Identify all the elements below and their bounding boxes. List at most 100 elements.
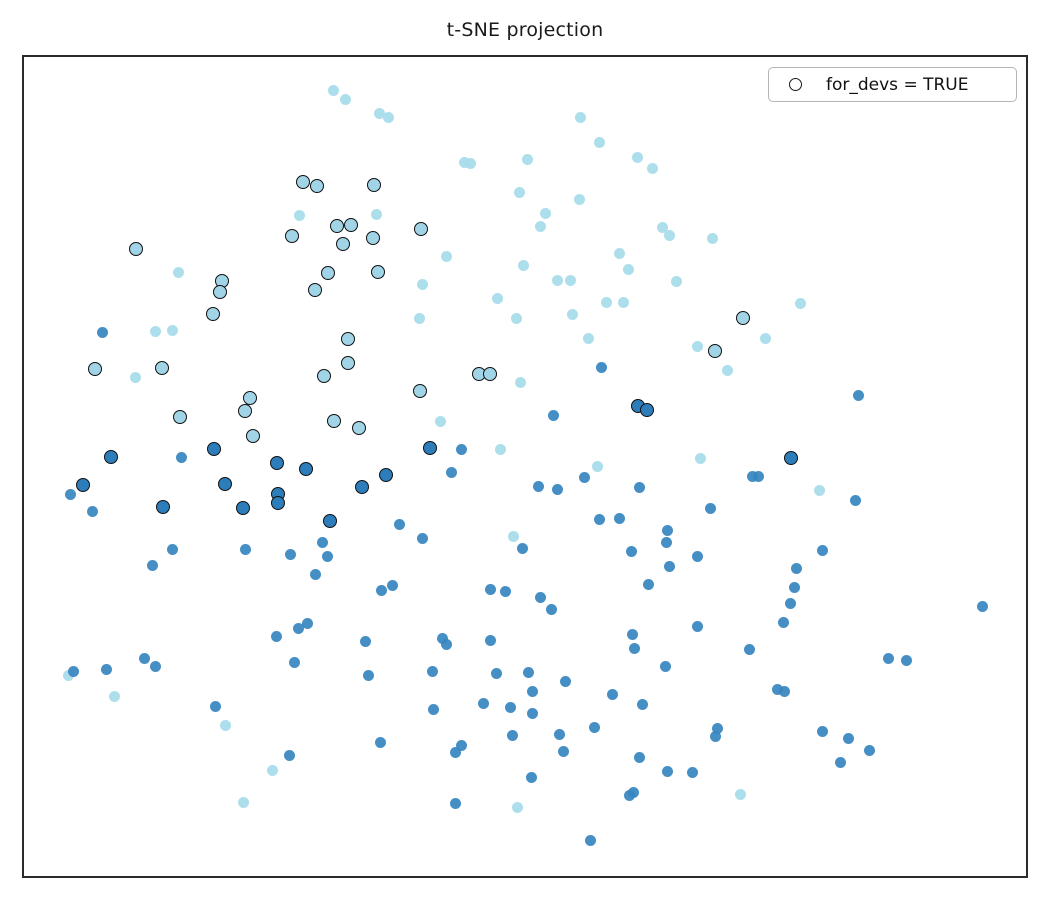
- scatter-point: [627, 786, 639, 798]
- scatter-point: [373, 107, 385, 119]
- scatter-point: [490, 667, 502, 679]
- scatter-point: [640, 403, 654, 417]
- scatter-point: [584, 834, 596, 846]
- scatter-point: [784, 597, 796, 609]
- scatter-point: [321, 550, 333, 562]
- scatter-point: [413, 384, 427, 398]
- scatter-point: [613, 247, 625, 259]
- scatter-point: [578, 471, 590, 483]
- scatter-point: [341, 332, 355, 346]
- scatter-point: [752, 470, 764, 482]
- scatter-point: [816, 725, 828, 737]
- scatter-point: [852, 389, 864, 401]
- scatter-point: [759, 332, 771, 344]
- scatter-point: [237, 796, 249, 808]
- scatter-point: [900, 654, 912, 666]
- scatter-point: [271, 496, 285, 510]
- scatter-point: [449, 797, 461, 809]
- scatter-point: [464, 157, 476, 169]
- scatter-point: [317, 369, 331, 383]
- scatter-point: [784, 451, 798, 465]
- scatter-point: [367, 178, 381, 192]
- scatter-point: [526, 707, 538, 719]
- scatter-point: [790, 562, 802, 574]
- scatter-point: [743, 643, 755, 655]
- scatter-point: [691, 620, 703, 632]
- scatter-point: [499, 585, 511, 597]
- scatter-point: [283, 749, 295, 761]
- scatter-point: [64, 488, 76, 500]
- scatter-point: [366, 231, 380, 245]
- scatter-point: [484, 634, 496, 646]
- scatter-point: [285, 229, 299, 243]
- scatter-point: [455, 739, 467, 751]
- scatter-point: [566, 308, 578, 320]
- scatter-point: [532, 480, 544, 492]
- scatter-point: [794, 297, 806, 309]
- scatter-point: [270, 456, 284, 470]
- scatter-point: [219, 719, 231, 731]
- scatter-point: [436, 632, 448, 644]
- scatter-point: [352, 421, 366, 435]
- scatter-point: [416, 278, 428, 290]
- scatter-point: [477, 697, 489, 709]
- scatter-point: [534, 591, 546, 603]
- scatter-point: [427, 703, 439, 715]
- scatter-point: [628, 642, 640, 654]
- scatter-point: [310, 179, 324, 193]
- scatter-point: [374, 736, 386, 748]
- scatter-point: [156, 500, 170, 514]
- scatter-point: [511, 801, 523, 813]
- scatter-point: [842, 732, 854, 744]
- scatter-point: [379, 468, 393, 482]
- scatter-point: [595, 361, 607, 373]
- scatter-point: [734, 788, 746, 800]
- scatter-point: [299, 462, 313, 476]
- chart-title: t-SNE projection: [446, 19, 604, 41]
- scatter-point: [539, 207, 551, 219]
- scatter-point: [513, 186, 525, 198]
- scatter-point: [330, 219, 344, 233]
- scatter-point: [711, 722, 723, 734]
- scatter-point: [413, 312, 425, 324]
- scatter-point: [288, 656, 300, 668]
- scatter-point: [104, 450, 118, 464]
- scatter-point: [660, 536, 672, 548]
- scatter-point: [455, 443, 467, 455]
- scatter-point: [504, 701, 516, 713]
- scatter-point: [663, 229, 675, 241]
- scatter-point: [849, 494, 861, 506]
- scatter-point: [526, 685, 538, 697]
- scatter-point: [426, 665, 438, 677]
- scatter-point: [296, 175, 310, 189]
- scatter-point: [284, 548, 296, 560]
- scatter-point: [236, 501, 250, 515]
- scatter-point: [173, 410, 187, 424]
- scatter-point: [588, 721, 600, 733]
- scatter-point: [327, 84, 339, 96]
- scatter-point: [626, 628, 638, 640]
- scatter-point: [207, 442, 221, 456]
- scatter-point: [670, 275, 682, 287]
- scatter-point: [323, 514, 337, 528]
- scatter-point: [213, 285, 227, 299]
- scatter-point: [270, 630, 282, 642]
- scatter-point: [559, 675, 571, 687]
- plot-area: [22, 55, 1028, 878]
- scatter-point: [591, 460, 603, 472]
- scatter-point: [691, 340, 703, 352]
- scatter-point: [129, 242, 143, 256]
- scatter-point: [100, 663, 112, 675]
- scatter-point: [355, 480, 369, 494]
- scatter-point: [534, 220, 546, 232]
- scatter-point: [593, 136, 605, 148]
- scatter-point: [375, 584, 387, 596]
- scatter-point: [321, 266, 335, 280]
- scatter-point: [863, 744, 875, 756]
- scatter-point: [172, 266, 184, 278]
- scatter-point: [76, 478, 90, 492]
- scatter-point: [574, 111, 586, 123]
- scatter-point: [327, 414, 341, 428]
- scatter-point: [393, 518, 405, 530]
